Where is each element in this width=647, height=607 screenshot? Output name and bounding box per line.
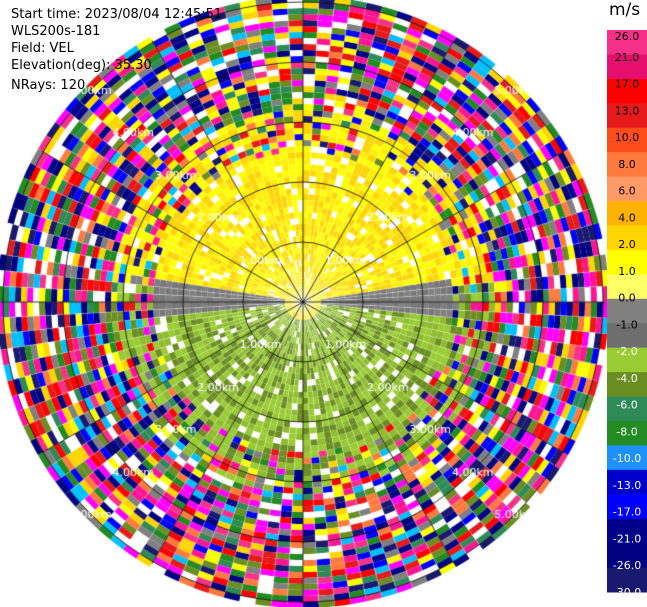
colorbar-segment bbox=[607, 30, 647, 55]
colorbar-segment bbox=[607, 103, 647, 129]
colorbar-segment bbox=[607, 543, 647, 569]
colorbar-tick-label: -4.0 bbox=[616, 372, 637, 385]
colorbar-segment bbox=[607, 494, 647, 520]
colorbar-segment bbox=[607, 445, 647, 471]
colorbar-tick-label: -17.0 bbox=[613, 506, 641, 519]
colorbar-segment bbox=[607, 347, 647, 373]
plot-info: Start time: 2023/08/04 12:45:51 WLS200s-… bbox=[11, 6, 222, 94]
colorbar-tick-label: 26.0 bbox=[615, 30, 640, 43]
colorbar-tick-label: 6.0 bbox=[618, 185, 636, 198]
colorbar-segment bbox=[607, 567, 647, 593]
colorbar-tick-label: -30.0 bbox=[613, 586, 641, 598]
colorbar-segment bbox=[607, 323, 647, 349]
colorbar-tick-label: -8.0 bbox=[616, 425, 637, 438]
start-time-label: Start time: 2023/08/04 12:45:51 bbox=[11, 7, 223, 22]
colorbar-segment bbox=[607, 152, 647, 178]
colorbar-tick-label: 10.0 bbox=[615, 131, 640, 144]
colorbar-tick-label: 1.0 bbox=[618, 265, 636, 278]
field-label: Field: VEL bbox=[11, 41, 74, 56]
colorbar-segment bbox=[607, 78, 647, 104]
elevation-label: Elevation(deg): 35.30 bbox=[11, 58, 152, 73]
colorbar-tick-label: -13.0 bbox=[613, 479, 641, 492]
colorbar-tick-label: 8.0 bbox=[618, 158, 636, 171]
colorbar-segment bbox=[607, 518, 647, 544]
colorbar-segment bbox=[607, 54, 647, 80]
instrument-label: WLS200s-181 bbox=[11, 24, 101, 39]
colorbar-tick-label: -2.0 bbox=[616, 345, 637, 358]
colorbar-segment bbox=[607, 201, 647, 226]
colorbar-segment bbox=[607, 127, 647, 153]
colorbar-tick-label: -1.0 bbox=[616, 318, 637, 331]
colorbar-tick-label: 2.0 bbox=[618, 238, 636, 251]
colorbar-segment bbox=[607, 469, 647, 495]
colorbar-segment bbox=[607, 372, 647, 398]
colorbar-segment bbox=[607, 274, 647, 300]
colorbar-segment bbox=[607, 249, 647, 275]
colorbar-segment bbox=[607, 176, 647, 202]
colorbar-tick-label: 21.0 bbox=[615, 51, 640, 64]
colorbar-tick-label: -26.0 bbox=[613, 559, 641, 572]
colorbar-segment bbox=[607, 420, 647, 446]
colorbar-segment bbox=[607, 225, 647, 251]
colorbar-tick-label: 17.0 bbox=[615, 78, 640, 91]
nrays-label: NRays: 120 bbox=[11, 78, 86, 93]
colorbar-unit: m/s bbox=[609, 0, 641, 20]
colorbar-segment bbox=[607, 396, 647, 422]
colorbar-tick-label: 13.0 bbox=[615, 104, 640, 117]
colorbar-tick-label: -21.0 bbox=[613, 532, 641, 545]
colorbar-tick-label: -6.0 bbox=[616, 399, 637, 412]
colorbar-tick-label: -10.0 bbox=[613, 452, 641, 465]
colorbar: 26.0 21.0 17.0 13.0 10.0 8.0 6.0 4.0 2.0 1.0 0.0 -1… bbox=[607, 30, 647, 598]
colorbar-tick-label: 0.0 bbox=[618, 292, 636, 305]
colorbar-segment bbox=[607, 298, 647, 324]
colorbar-tick-label: 4.0 bbox=[618, 211, 636, 224]
